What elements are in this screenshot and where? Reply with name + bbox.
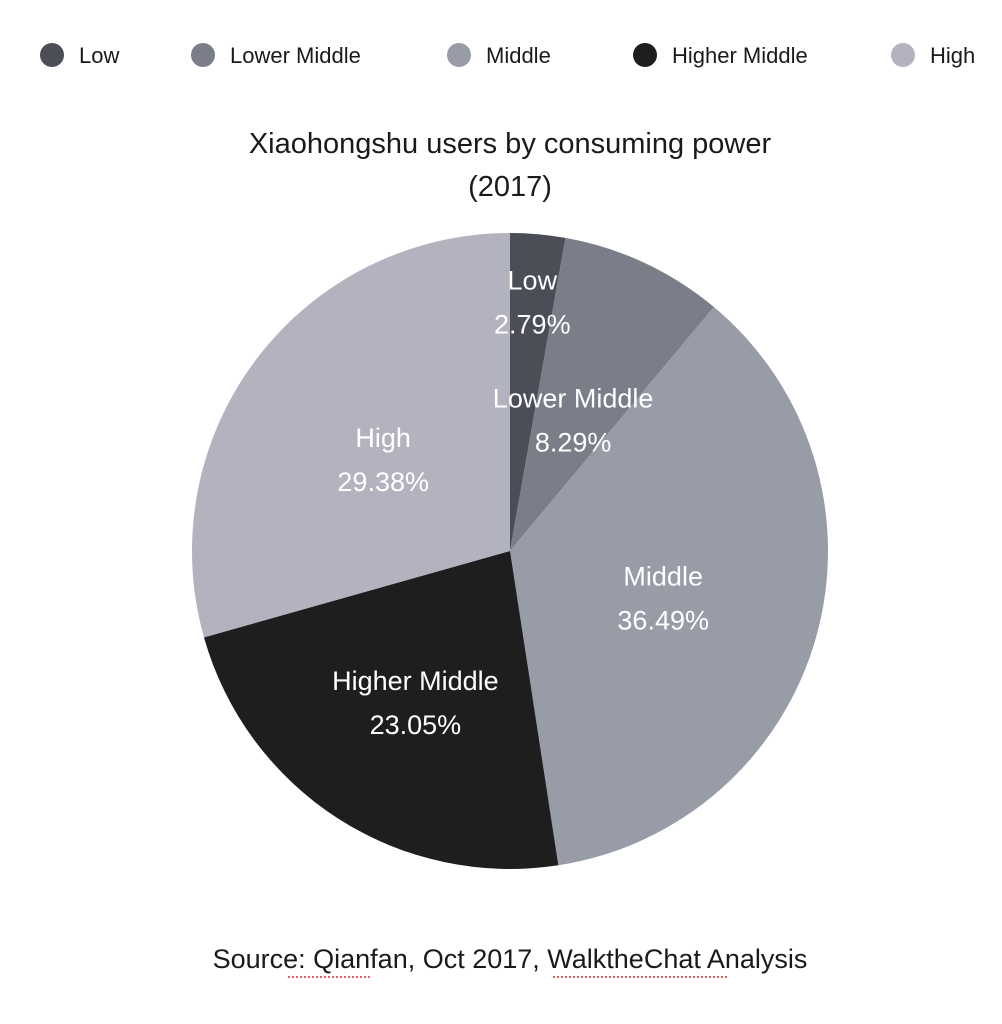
legend-item-lower-middle: Lower Middle <box>191 43 361 68</box>
legend-label-lower-middle: Lower Middle <box>230 43 361 68</box>
source-name-walkthechat: WalktheChat <box>547 944 701 974</box>
pie-labels: Low 2.79% Lower Middle 8.29% Middle 36.49% Hig… <box>332 266 709 740</box>
legend: Low Lower Middle Middle Higher Middle High <box>40 43 975 68</box>
pie-slice-middle <box>510 307 828 866</box>
legend-label-middle: Middle <box>486 43 551 68</box>
source-middle: , Oct 2017, <box>408 944 548 974</box>
source-prefix: Source: <box>213 944 314 974</box>
legend-label-low: Low <box>79 43 119 68</box>
pie-slice-higher-middle <box>203 551 559 869</box>
legend-marker-higher-middle <box>633 43 657 67</box>
legend-marker-middle <box>447 43 471 67</box>
slice-value-high: 29.38% <box>337 467 429 497</box>
slice-label-low: Low <box>508 266 558 296</box>
pie-slice-low <box>510 233 566 551</box>
chart-title-line-1: Xiaohongshu users by consuming power <box>249 128 772 160</box>
slice-label-higher-middle: Higher Middle <box>332 666 499 696</box>
slice-value-lower-middle: 8.29% <box>535 428 612 458</box>
pie <box>192 233 828 869</box>
source-name-qianfan: Qianfan <box>313 944 408 974</box>
legend-label-high: High <box>930 43 975 68</box>
source-note: Source: Qianfan, Oct 2017, WalktheChat A… <box>213 944 808 978</box>
legend-item-higher-middle: Higher Middle <box>633 43 808 68</box>
pie-slice-high <box>192 233 510 638</box>
legend-marker-low <box>40 43 64 67</box>
legend-item-high: High <box>891 43 975 68</box>
svg-text:Source: Qianfan, Oct 2017, Wal: Source: Qianfan, Oct 2017, WalktheChat A… <box>213 944 808 974</box>
legend-marker-lower-middle <box>191 43 215 67</box>
legend-item-middle: Middle <box>447 43 551 68</box>
slice-label-high: High <box>355 423 411 453</box>
chart-title-line-2: (2017) <box>468 171 552 203</box>
slice-label-middle: Middle <box>623 562 703 592</box>
source-suffix: Analysis <box>701 944 808 974</box>
slice-label-lower-middle: Lower Middle <box>493 384 654 414</box>
slice-value-low: 2.79% <box>494 310 571 340</box>
legend-marker-high <box>891 43 915 67</box>
legend-label-higher-middle: Higher Middle <box>672 43 808 68</box>
slice-value-middle: 36.49% <box>617 606 709 636</box>
slice-value-higher-middle: 23.05% <box>370 710 462 740</box>
pie-slice-lower-middle <box>510 237 714 551</box>
legend-item-low: Low <box>40 43 119 68</box>
